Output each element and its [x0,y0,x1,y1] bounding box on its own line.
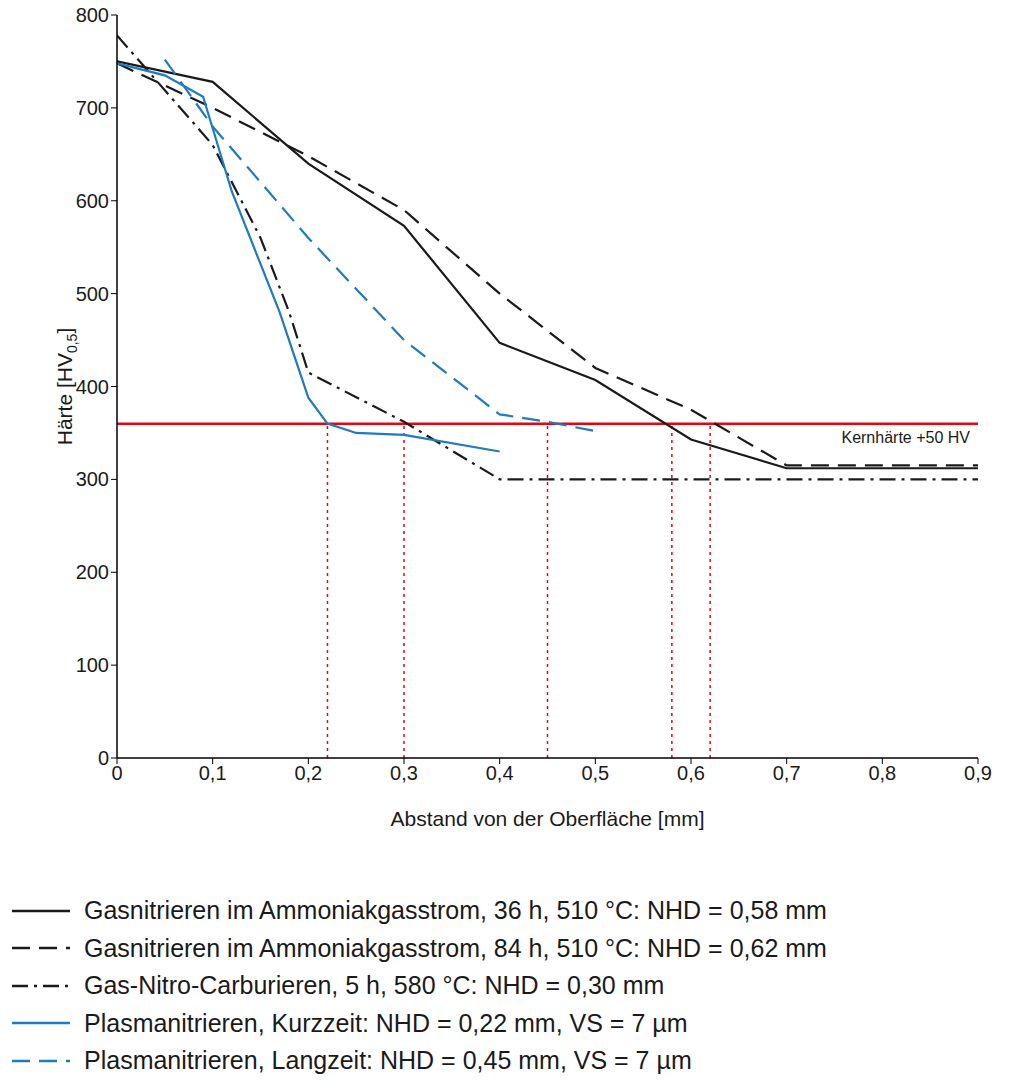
html-text:Gasnitrieren im Ammoniakgasstr: Gasnitrieren im Ammoniakgasstrom, 84 h, … [84,933,827,962]
html-text:Härte [HV: Härte [HV [53,353,76,446]
svg-text:Abstand von der Oberfläche [mm: Abstand von der Oberfläche [mm] [391,807,705,830]
svg-text:800: 800 [76,8,109,26]
svg-text:Kernhärte +50 HV: Kernhärte +50 HV [841,429,970,446]
svg-text:0: 0 [111,762,122,784]
svg-text:600: 600 [76,190,109,212]
svg-text:0,6: 0,6 [677,762,705,784]
svg-text:0,9: 0,9 [964,762,992,784]
svg-text:0,4: 0,4 [486,762,514,784]
svg-text:0,5: 0,5 [581,762,609,784]
svg-text:700: 700 [76,97,109,119]
svg-text:300: 300 [76,468,109,490]
html-text:Plasmanitrieren, Langzeit: NHD: Plasmanitrieren, Langzeit: NHD = 0,45 mm… [84,1046,692,1075]
svg-text:400: 400 [76,376,109,398]
svg-text:200: 200 [76,561,109,583]
svg-text:0: 0 [98,747,109,769]
html-text:Gas-Nitro-Carburieren, 5 h, 58: Gas-Nitro-Carburieren, 5 h, 580 °C: NHD … [84,971,665,1000]
svg-text:0,3: 0,3 [390,762,418,784]
svg-text:0,2: 0,2 [294,762,322,784]
html-text:Plasmanitrieren, Kurzzeit: NHD: Plasmanitrieren, Kurzzeit: NHD = 0,22 mm… [84,1008,688,1037]
html-text:0,5: 0,5 [64,333,80,354]
svg-text:100: 100 [76,654,109,676]
svg-text:0,8: 0,8 [868,762,896,784]
svg-text:0,7: 0,7 [773,762,801,784]
html-text:Gasnitrieren im Ammoniakgasstr: Gasnitrieren im Ammoniakgasstrom, 36 h, … [84,896,827,925]
svg-text:0,1: 0,1 [199,762,227,784]
svg-text:500: 500 [76,283,109,305]
